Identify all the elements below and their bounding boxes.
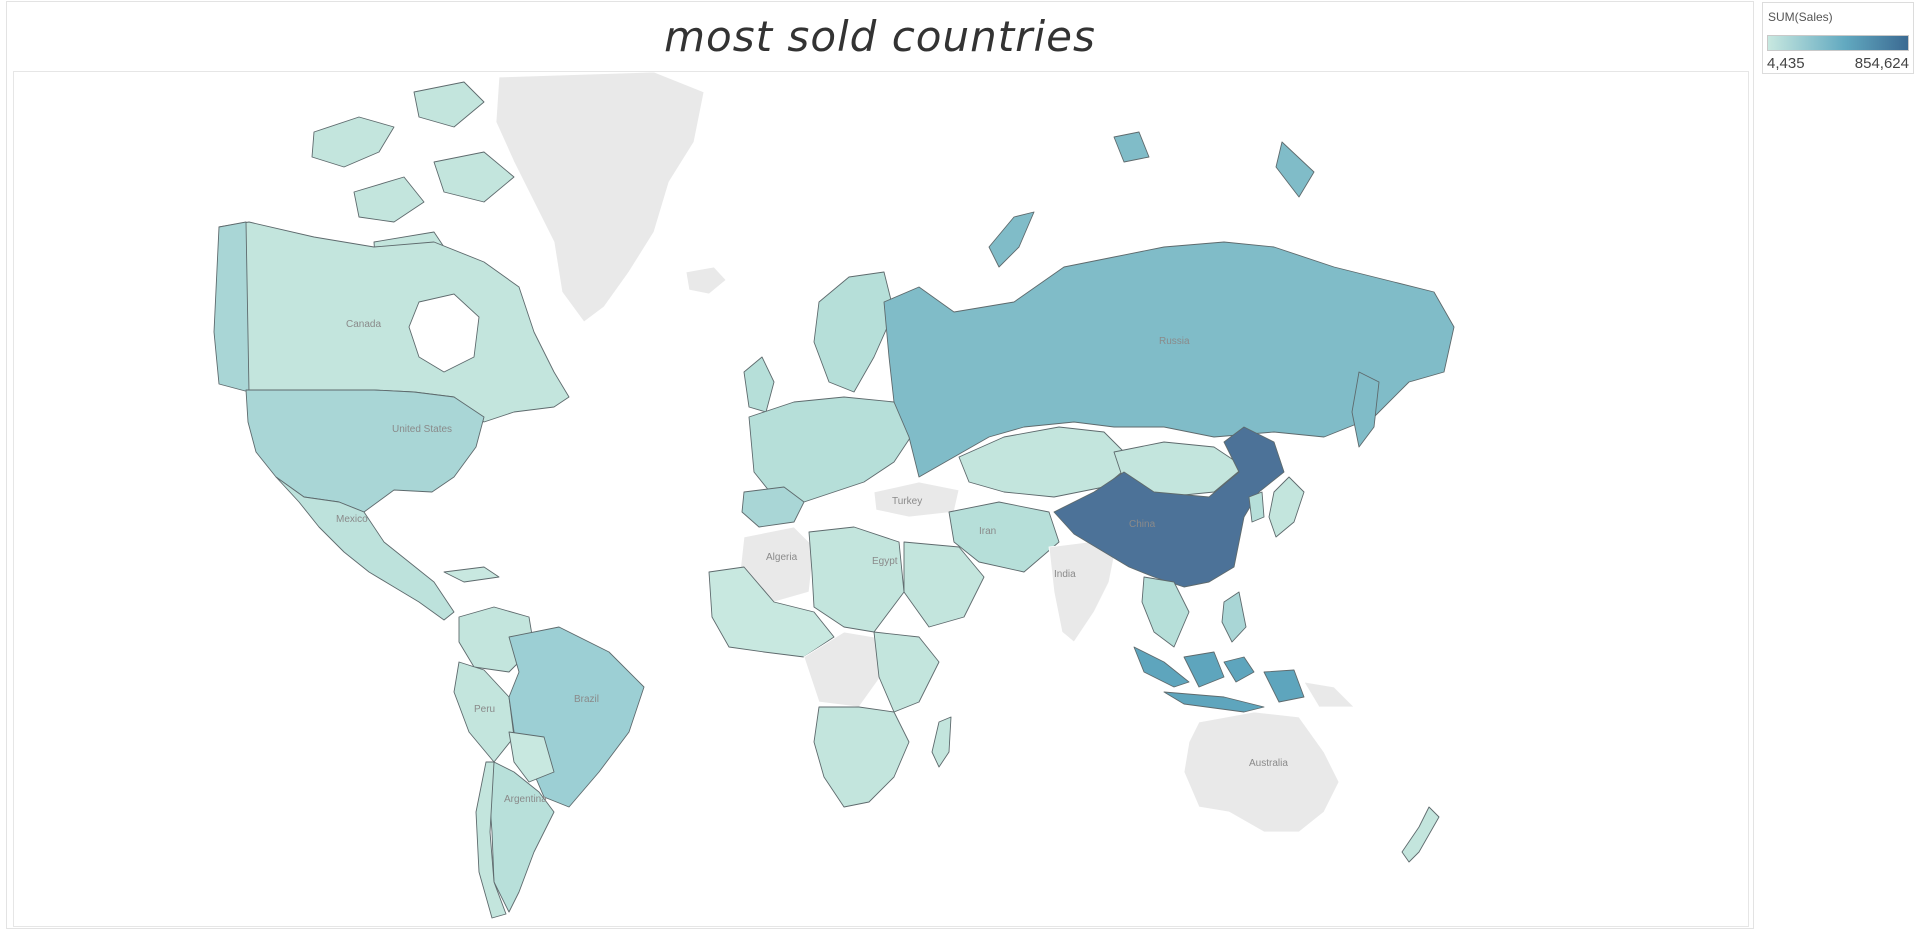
region-kazakhstan[interactable] <box>958 426 1135 498</box>
label-china: China <box>1129 519 1156 530</box>
region-north-africa[interactable] <box>808 526 905 633</box>
region-scandinavia[interactable] <box>813 271 895 393</box>
region-southern-africa[interactable] <box>813 706 910 808</box>
region-se-asia[interactable] <box>1141 576 1190 648</box>
label-united-states: United States <box>392 424 452 435</box>
label-india: India <box>1054 569 1076 580</box>
map-title: most sold countries <box>664 12 1096 61</box>
legend-max-label: 854,624 <box>1854 55 1909 72</box>
label-algeria: Algeria <box>766 552 798 563</box>
region-india[interactable] <box>1048 541 1115 643</box>
region-russia[interactable] <box>883 241 1455 478</box>
label-argentina: Argentina <box>504 794 547 805</box>
label-australia: Australia <box>1249 758 1288 769</box>
label-egypt: Egypt <box>872 556 898 567</box>
region-east-africa[interactable] <box>873 631 940 713</box>
region-united-states[interactable] <box>245 389 485 513</box>
region-spain[interactable] <box>741 486 805 528</box>
region-iceland[interactable] <box>685 266 727 295</box>
region-western-europe[interactable] <box>748 396 915 503</box>
label-iran: Iran <box>979 526 996 537</box>
region-mexico[interactable] <box>275 476 455 621</box>
region-canada-arctic[interactable] <box>311 81 515 283</box>
region-australia[interactable] <box>1183 711 1340 833</box>
label-brazil: Brazil <box>574 694 599 705</box>
region-chile[interactable] <box>475 761 507 919</box>
region-uk[interactable] <box>743 356 775 413</box>
region-peru[interactable] <box>453 661 515 763</box>
legend-min-label: 4,435 <box>1767 55 1805 72</box>
region-korea[interactable] <box>1248 491 1265 523</box>
hudson-bay <box>408 293 480 373</box>
region-china[interactable] <box>1053 426 1285 588</box>
label-canada: Canada <box>346 319 381 330</box>
region-cuba[interactable] <box>443 566 500 583</box>
region-alaska[interactable] <box>213 221 250 393</box>
region-russia-arctic[interactable] <box>988 131 1315 268</box>
region-bolivia[interactable] <box>508 731 555 783</box>
region-new-zealand[interactable] <box>1401 806 1440 863</box>
region-indonesia[interactable] <box>1133 646 1305 713</box>
color-legend[interactable]: SUM(Sales) 4,435 854,624 <box>1762 2 1914 74</box>
region-japan[interactable] <box>1268 476 1305 538</box>
world-map[interactable]: Canada United States Mexico Brazil Peru … <box>14 72 1749 927</box>
label-mexico: Mexico <box>336 514 368 525</box>
region-madagascar[interactable] <box>931 716 952 768</box>
dashboard: most sold countries <box>6 1 1754 929</box>
region-philippines[interactable] <box>1221 591 1247 643</box>
label-turkey: Turkey <box>892 496 922 507</box>
region-png[interactable] <box>1303 681 1355 708</box>
region-west-africa[interactable] <box>708 566 835 658</box>
legend-title: SUM(Sales) <box>1768 10 1833 24</box>
label-peru: Peru <box>474 704 495 715</box>
legend-gradient-bar <box>1767 35 1909 51</box>
label-russia: Russia <box>1159 336 1190 347</box>
region-iran[interactable] <box>948 501 1060 573</box>
map-view[interactable]: Canada United States Mexico Brazil Peru … <box>13 71 1749 927</box>
region-russia-kamchatka[interactable] <box>1351 371 1380 448</box>
region-greenland[interactable] <box>495 72 705 323</box>
